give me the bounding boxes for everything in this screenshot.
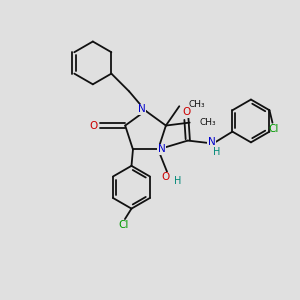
Text: Cl: Cl <box>269 124 279 134</box>
Text: CH₃: CH₃ <box>199 118 216 127</box>
Text: O: O <box>89 121 98 130</box>
Text: O: O <box>161 172 170 182</box>
Text: O: O <box>182 107 190 117</box>
Text: Cl: Cl <box>118 220 128 230</box>
Text: CH₃: CH₃ <box>189 100 206 109</box>
Text: N: N <box>138 104 146 114</box>
Text: H: H <box>174 176 181 186</box>
Text: N: N <box>208 137 215 147</box>
Text: N: N <box>158 145 166 154</box>
Text: H: H <box>213 148 220 158</box>
